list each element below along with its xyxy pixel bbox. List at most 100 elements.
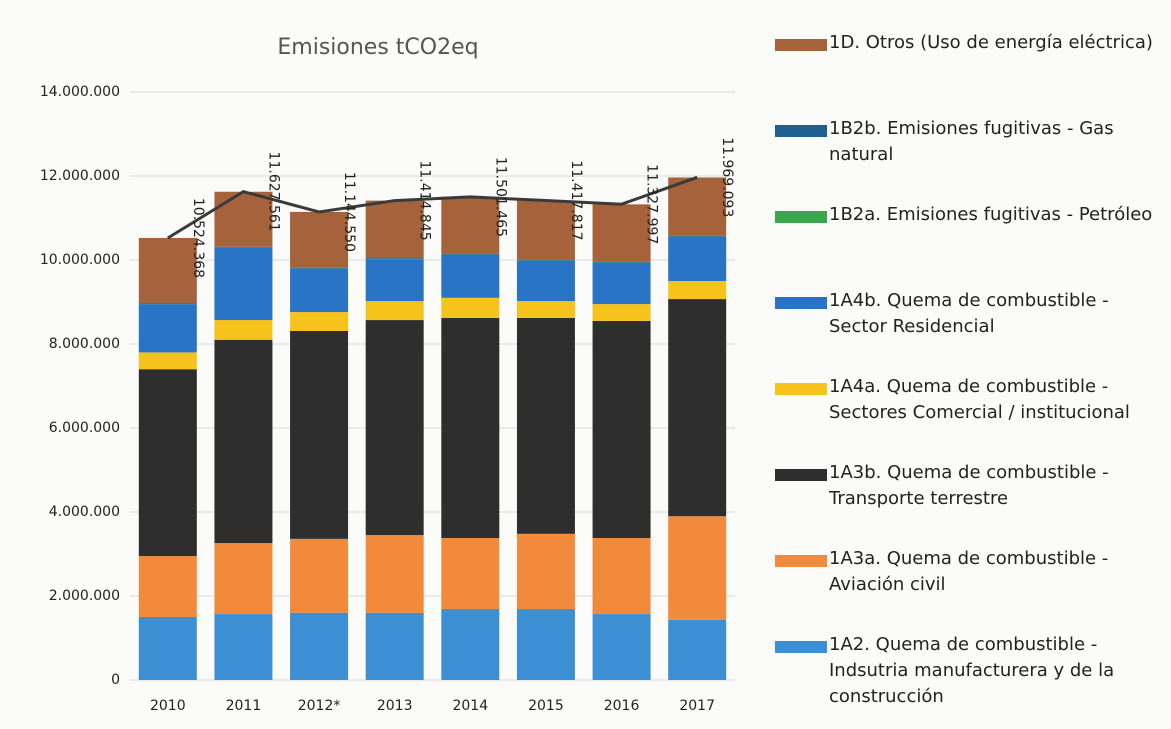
bar-segment: [290, 330, 349, 539]
legend-swatch: [775, 469, 827, 481]
bar-segment: [441, 253, 500, 255]
legend-label: 1D. Otros (Uso de energía eléctrica): [829, 32, 1153, 53]
bar-segment: [214, 191, 273, 247]
legend-swatch: [775, 211, 827, 223]
bar-segment: [668, 236, 727, 281]
bar-segment: [516, 533, 575, 610]
bar-segment: [592, 538, 651, 615]
bar-segment: [365, 200, 424, 259]
bar-segment: [516, 259, 575, 261]
legend-swatch: [775, 383, 827, 395]
legend-swatch: [775, 297, 827, 309]
x-tick-label: 2016: [604, 698, 640, 714]
y-tick-label: 4.000.000: [49, 504, 120, 520]
x-tick-label: 2014: [452, 698, 488, 714]
total-label: 11.327.997: [644, 164, 660, 244]
bar-segment: [365, 258, 424, 259]
bar-segment: [592, 614, 651, 680]
total-label: 11.417.817: [568, 160, 584, 240]
legend: 1D. Otros (Uso de energía eléctrica) 1B2b…: [775, 30, 1171, 718]
y-tick-label: 8.000.000: [49, 336, 120, 352]
legend-entry: 1A4a. Quema de combustible - Sectores Co…: [775, 374, 1171, 460]
bar-segment: [516, 301, 575, 318]
legend-swatch: [775, 39, 827, 51]
total-label: 11.627.561: [265, 152, 281, 232]
legend-entry: 1B2a. Emisiones fugitivas - Petróleo: [775, 202, 1171, 288]
bar-segment: [138, 304, 197, 353]
bar-segment: [516, 200, 575, 260]
bar-segment: [290, 312, 349, 331]
total-label: 10.524.368: [190, 198, 206, 278]
bar-segment: [441, 254, 500, 298]
x-tick-label: 2015: [528, 698, 564, 714]
total-label: 11.144.550: [341, 172, 357, 252]
bar-segment: [214, 246, 273, 248]
legend-entry: 1B2b. Emisiones fugitivas - Gas natural: [775, 116, 1171, 202]
x-tick-label: 2013: [377, 698, 413, 714]
legend-label: 1A4a. Quema de combustible - Sectores Co…: [829, 376, 1130, 423]
y-tick-label: 6.000.000: [49, 420, 120, 436]
bar-segment: [441, 297, 500, 318]
bar-segment: [592, 304, 651, 321]
bar-segment: [290, 211, 349, 268]
legend-label: 1A3b. Quema de combustible - Transporte …: [829, 462, 1109, 509]
y-tick-label: 14.000.000: [40, 84, 120, 100]
bar-segment: [138, 617, 197, 680]
total-line: [167, 175, 698, 240]
bar-segment: [138, 352, 197, 370]
bar-segment: [668, 299, 727, 517]
bar-segment: [290, 538, 349, 613]
bar-segment: [441, 317, 500, 539]
bar-segment: [214, 614, 273, 680]
bar-segment: [668, 619, 727, 680]
bar-segment: [290, 612, 349, 680]
bar-segment: [214, 339, 273, 544]
bar-segment: [214, 247, 273, 321]
legend-label: 1A4b. Quema de combustible - Sector Resi…: [829, 290, 1109, 337]
bar-segment: [138, 303, 197, 304]
bar-segment: [592, 320, 651, 539]
bar-segment: [365, 259, 424, 302]
legend-swatch: [775, 125, 827, 137]
bar-segment: [592, 204, 651, 262]
bar-segment: [668, 177, 727, 236]
bar-segment: [365, 301, 424, 321]
bar-segment: [592, 262, 651, 305]
x-tick-label: 2010: [150, 698, 186, 714]
legend-label: 1A2. Quema de combustible - Indsutria ma…: [829, 634, 1115, 707]
total-label: 11.414.845: [417, 160, 433, 240]
legend-swatch: [775, 641, 827, 653]
legend-entry: 1A3b. Quema de combustible - Transporte …: [775, 460, 1171, 546]
bar-segment: [290, 267, 349, 269]
bar-segment: [516, 260, 575, 302]
chart-title: Emisiones tCO2eq: [277, 35, 478, 60]
bar-segment: [138, 369, 197, 557]
x-tick-label: 2011: [226, 698, 262, 714]
bar-segment: [365, 535, 424, 613]
legend-label: 1A3a. Quema de combustible - Aviación ci…: [829, 548, 1109, 595]
bar-segment: [138, 237, 197, 304]
y-tick-label: 2.000.000: [49, 588, 120, 604]
y-tick-label: 0: [111, 672, 120, 688]
x-tick-label: 2017: [679, 698, 715, 714]
bar-segment: [365, 320, 424, 536]
bar-segment: [214, 543, 273, 615]
y-tick-label: 10.000.000: [40, 252, 120, 268]
y-tick-label: 12.000.000: [40, 168, 120, 184]
bar-segment: [668, 235, 727, 237]
legend-entry: 1A2. Quema de combustible - Indsutria ma…: [775, 632, 1171, 718]
bar-segment: [668, 281, 727, 300]
bar-segment: [592, 261, 651, 263]
bar-segment: [290, 268, 349, 313]
bar-segment: [365, 612, 424, 680]
bar-segment: [516, 609, 575, 680]
x-tick-label: 2012*: [298, 698, 341, 714]
legend-entry: 1A3a. Quema de combustible - Aviación ci…: [775, 546, 1171, 632]
total-label: 11.501.465: [492, 157, 508, 237]
legend-entry: 1D. Otros (Uso de energía eléctrica): [775, 30, 1171, 116]
legend-swatch: [775, 555, 827, 567]
bar-segment: [214, 320, 273, 340]
bar-segment: [441, 609, 500, 680]
